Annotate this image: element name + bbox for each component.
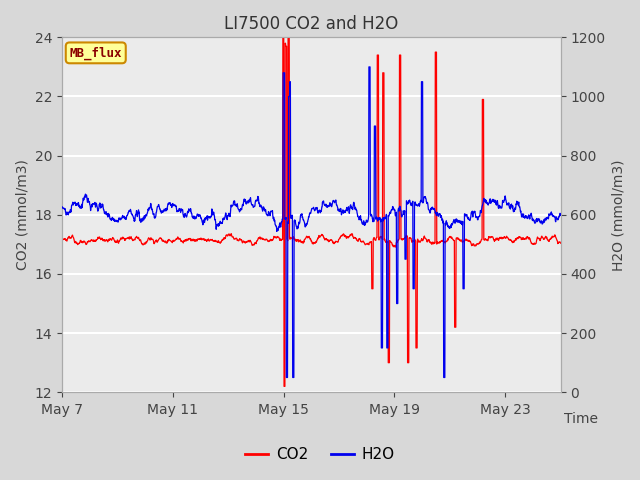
Legend: CO2, H2O: CO2, H2O — [239, 441, 401, 468]
Text: MB_flux: MB_flux — [70, 46, 122, 60]
X-axis label: Time: Time — [564, 412, 598, 426]
Y-axis label: CO2 (mmol/m3): CO2 (mmol/m3) — [15, 159, 29, 270]
Title: LI7500 CO2 and H2O: LI7500 CO2 and H2O — [224, 15, 399, 33]
Y-axis label: H2O (mmol/m3): H2O (mmol/m3) — [611, 159, 625, 271]
